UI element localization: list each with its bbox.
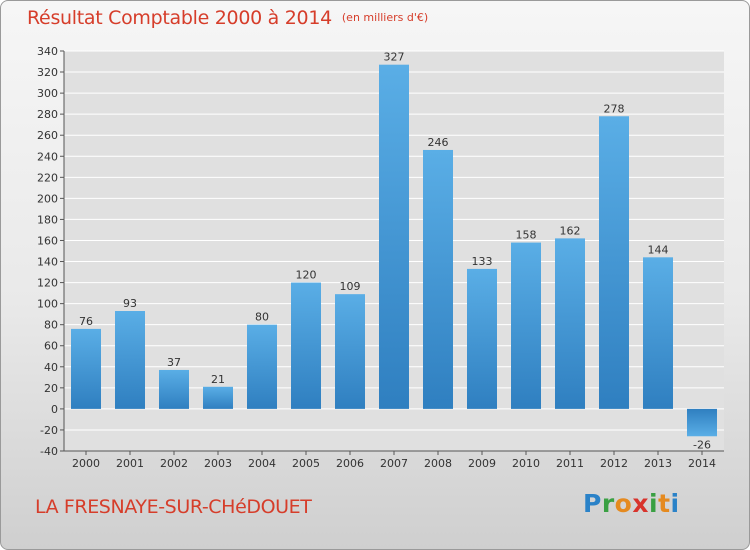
logo-letter: x — [632, 489, 649, 518]
logo-letter: i — [670, 489, 680, 518]
bar — [335, 294, 365, 409]
x-tick-label: 2000 — [72, 457, 100, 470]
y-tick-label: 40 — [44, 361, 58, 374]
y-tick-label: 60 — [44, 340, 58, 353]
x-tick-label: 2001 — [116, 457, 144, 470]
data-label: 21 — [211, 373, 225, 386]
commune-name: LA FRESNAYE-SUR-CHéDOUET — [35, 496, 312, 518]
bar — [115, 311, 145, 409]
proxiti-logo: Proxiti — [583, 489, 680, 518]
x-tick-label: 2007 — [380, 457, 408, 470]
x-tick-label: 2013 — [644, 457, 672, 470]
data-label: 37 — [167, 356, 181, 369]
bar — [555, 238, 585, 409]
y-tick-label: 340 — [37, 45, 58, 58]
y-tick-label: 260 — [37, 129, 58, 142]
x-tick-label: 2009 — [468, 457, 496, 470]
y-tick-label: 20 — [44, 382, 58, 395]
chart-subtitle: (en milliers d'€) — [341, 11, 429, 24]
y-tick-label: 0 — [51, 403, 58, 416]
data-label: 120 — [296, 269, 317, 282]
y-tick-label: 180 — [37, 213, 58, 226]
y-tick-label: 100 — [37, 298, 58, 311]
x-tick-label: 2004 — [248, 457, 276, 470]
data-label: 133 — [472, 255, 493, 268]
logo-letter: i — [649, 489, 659, 518]
data-label: 327 — [384, 51, 405, 64]
bar — [379, 64, 409, 409]
data-label: 162 — [560, 224, 581, 237]
bar — [467, 268, 497, 409]
bar — [159, 369, 189, 409]
data-label: 93 — [123, 297, 137, 310]
bar — [291, 282, 321, 409]
logo-letter: P — [583, 489, 602, 518]
data-label: 109 — [340, 280, 361, 293]
y-tick-label: 80 — [44, 319, 58, 332]
x-tick-label: 2002 — [160, 457, 188, 470]
x-tick-label: 2008 — [424, 457, 452, 470]
y-tick-label: 140 — [37, 256, 58, 269]
x-tick-label: 2010 — [512, 457, 540, 470]
logo-letter: r — [601, 489, 615, 518]
y-tick-label: 200 — [37, 192, 58, 205]
data-label: 278 — [604, 102, 625, 115]
bar — [599, 116, 629, 409]
bar — [247, 324, 277, 409]
bar — [203, 386, 233, 409]
y-tick-label: 280 — [37, 108, 58, 121]
x-tick-label: 2012 — [600, 457, 628, 470]
bar — [71, 328, 101, 409]
logo-letter: t — [658, 489, 671, 518]
data-label: 158 — [516, 229, 537, 242]
data-label: 80 — [255, 311, 269, 324]
x-tick-label: 2011 — [556, 457, 584, 470]
y-tick-label: 120 — [37, 277, 58, 290]
data-label: -26 — [693, 438, 711, 451]
bar — [643, 257, 673, 409]
x-tick-label: 2006 — [336, 457, 364, 470]
bar — [687, 408, 717, 437]
chart-title: Résultat Comptable 2000 à 2014 — [27, 7, 332, 29]
data-label: 144 — [648, 243, 669, 256]
y-tick-label: -40 — [40, 445, 58, 458]
bar — [423, 149, 453, 409]
data-label: 246 — [428, 136, 449, 149]
y-tick-label: -20 — [40, 424, 58, 437]
x-tick-label: 2005 — [292, 457, 320, 470]
x-tick-label: 2003 — [204, 457, 232, 470]
y-tick-label: 320 — [37, 66, 58, 79]
y-tick-label: 240 — [37, 150, 58, 163]
x-tick-label: 2014 — [688, 457, 716, 470]
y-tick-label: 160 — [37, 234, 58, 247]
logo-letter: o — [614, 489, 633, 518]
data-label: 76 — [79, 315, 93, 328]
y-tick-label: 300 — [37, 87, 58, 100]
chart-header: Résultat Comptable 2000 à 2014 (en millie… — [27, 7, 428, 29]
bar — [511, 242, 541, 409]
y-tick-label: 220 — [37, 171, 58, 184]
